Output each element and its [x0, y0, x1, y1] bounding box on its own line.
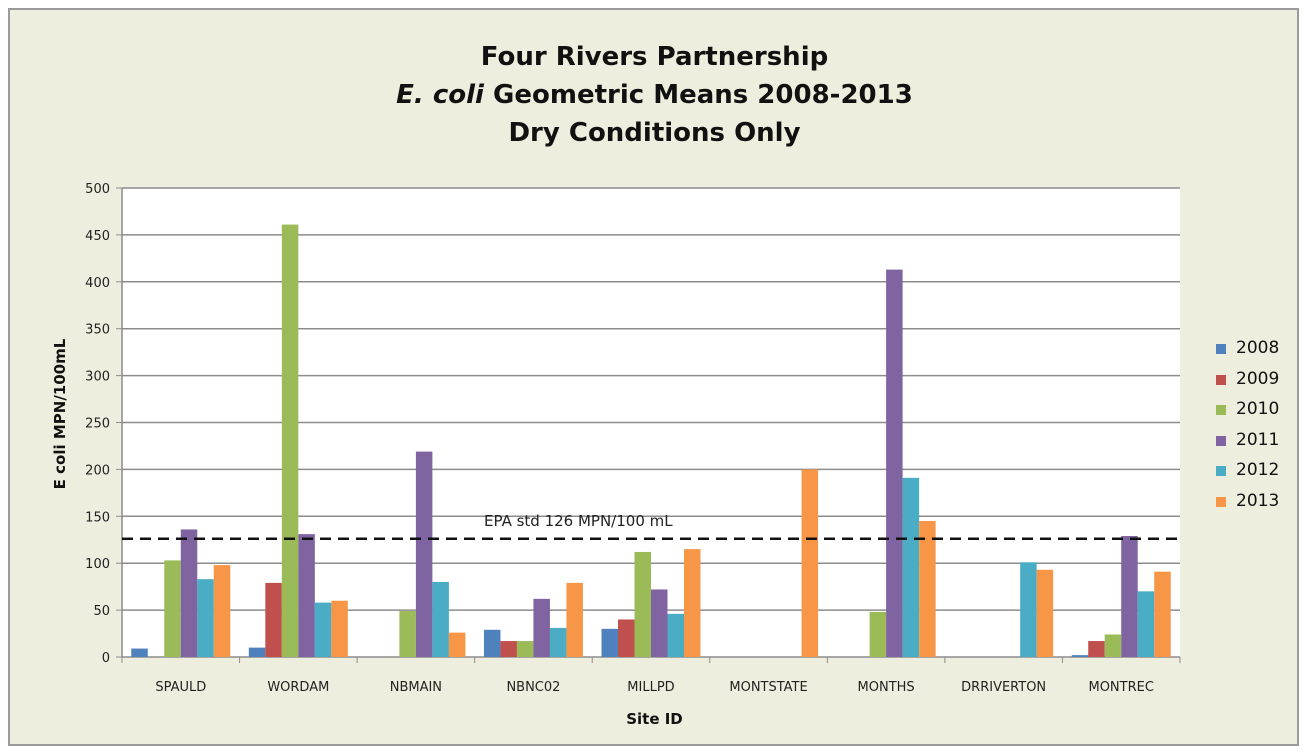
- epa-reference-label: EPA std 126 MPN/100 mL: [484, 512, 673, 530]
- y-tick-label: 200: [85, 463, 110, 478]
- y-tick-label: 50: [93, 604, 110, 619]
- bar-2009: [618, 619, 635, 657]
- x-tick-label: MILLPD: [627, 680, 674, 695]
- y-tick-label: 0: [102, 651, 110, 666]
- bar-2012: [667, 613, 684, 657]
- bar-2012: [549, 627, 567, 657]
- bar-2012: [197, 579, 214, 657]
- bar-2013: [684, 549, 701, 657]
- legend-swatch: [1216, 374, 1226, 385]
- x-axis-title: Site ID: [626, 710, 683, 728]
- bar-2008: [131, 648, 148, 657]
- bar-2008: [1071, 655, 1089, 657]
- legend-label: 2013: [1236, 490, 1280, 511]
- chart-title-line-3: Dry Conditions Only: [508, 118, 801, 148]
- legend-swatch: [1216, 344, 1226, 354]
- bar-2012: [902, 477, 920, 657]
- bar-2011: [415, 451, 433, 657]
- bar-2012: [314, 602, 332, 657]
- bar-2009: [265, 582, 282, 657]
- bar-2010: [1104, 634, 1122, 657]
- x-tick-label: MONTSTATE: [729, 680, 807, 695]
- bar-2011: [533, 598, 550, 657]
- legend-swatch: [1216, 496, 1226, 507]
- bar-2008: [248, 647, 266, 657]
- y-tick-label: 250: [85, 417, 110, 432]
- x-tick-label: MONTHS: [858, 680, 915, 695]
- bar-2009: [1088, 641, 1105, 657]
- y-axis-title: E coli MPN/100mL: [51, 338, 69, 490]
- y-tick-label: 300: [85, 370, 110, 385]
- x-tick-label: WORDAM: [267, 680, 329, 695]
- y-tick-label: 350: [85, 323, 110, 338]
- y-tick-label: 450: [85, 229, 110, 244]
- bar-2010: [869, 611, 887, 657]
- bar-2008: [483, 629, 501, 657]
- bar-2008: [601, 628, 618, 657]
- bar-2011: [298, 534, 315, 657]
- bar-2012: [1137, 591, 1155, 657]
- legend-label: 2008: [1236, 338, 1280, 358]
- legend-swatch: [1216, 435, 1226, 446]
- x-tick-label: SPAULD: [155, 680, 206, 695]
- x-tick-label: NBNC02: [506, 680, 560, 695]
- y-tick-label: 100: [85, 557, 110, 572]
- y-tick-label: 500: [85, 182, 110, 197]
- bar-2012: [432, 581, 449, 657]
- bar-2013: [919, 520, 936, 657]
- bar-2013: [801, 469, 819, 657]
- bar-2010: [399, 611, 416, 657]
- chart-title-line-2: E. coli Geometric Means 2008-2013: [396, 80, 913, 110]
- legend-label: 2009: [1236, 368, 1280, 389]
- legend-label: 2012: [1236, 460, 1280, 480]
- bar-2013: [448, 632, 466, 657]
- bar-2010: [516, 641, 534, 657]
- bar-2012: [1020, 562, 1037, 657]
- x-tick-label: MONTREC: [1088, 680, 1153, 695]
- y-tick-label: 400: [85, 276, 110, 291]
- legend-swatch: [1216, 405, 1226, 415]
- bar-2011: [1121, 535, 1138, 657]
- bar-2011: [180, 529, 198, 657]
- bar-2013: [566, 582, 583, 657]
- bar-2010: [164, 560, 181, 657]
- bar-2009: [500, 641, 517, 657]
- x-tick-label: DRRIVERTON: [961, 680, 1046, 695]
- bar-2010: [634, 551, 651, 657]
- bar-2011: [886, 269, 903, 657]
- chart-title-line-1: Four Rivers Partnership: [480, 42, 829, 72]
- bar-2011: [651, 589, 668, 657]
- legend-label: 2010: [1236, 399, 1280, 419]
- bar-2010: [281, 224, 299, 657]
- legend-swatch: [1216, 466, 1226, 476]
- y-tick-label: 150: [85, 510, 110, 525]
- bar-2013: [331, 600, 348, 657]
- x-tick-label: NBMAIN: [390, 680, 442, 695]
- bar-2013: [213, 565, 231, 657]
- bar-2013: [1036, 569, 1054, 657]
- legend-label: 2011: [1236, 429, 1280, 450]
- bar-2013: [1154, 571, 1171, 657]
